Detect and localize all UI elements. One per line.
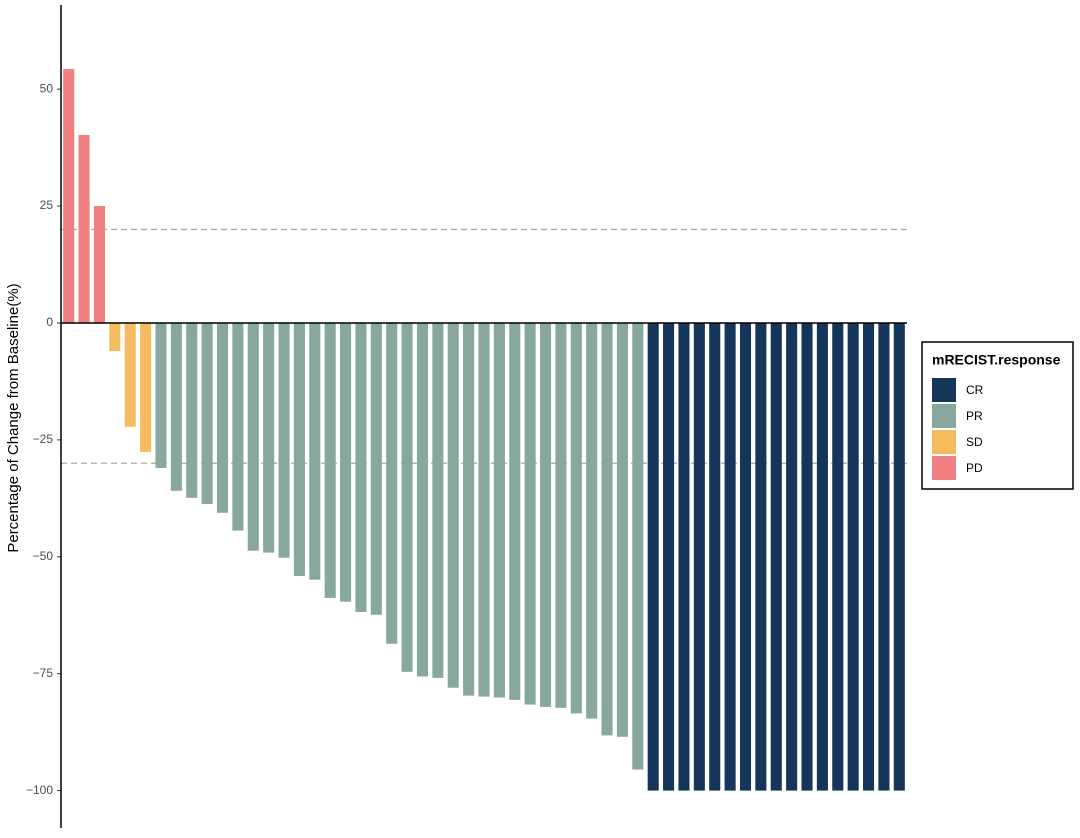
bar: [509, 322, 521, 700]
y-tick-label: −50: [33, 549, 54, 563]
bar: [324, 322, 336, 598]
bar: [693, 322, 705, 791]
bar: [124, 322, 136, 427]
bar: [447, 322, 459, 688]
bar: [401, 322, 413, 672]
bar: [216, 322, 229, 513]
legend-label: SD: [966, 435, 983, 449]
bar: [678, 322, 690, 791]
bar: [539, 322, 552, 707]
bar: [463, 322, 475, 696]
bar: [432, 322, 444, 678]
bar: [847, 322, 859, 791]
bar: [63, 69, 75, 323]
bar: [863, 322, 875, 791]
legend-label: PD: [966, 461, 983, 475]
y-tick-label: −100: [26, 783, 53, 797]
bar: [724, 322, 736, 791]
bar: [201, 322, 213, 504]
bar: [155, 322, 167, 468]
bar: [386, 322, 398, 644]
bar: [247, 322, 259, 551]
bar: [755, 322, 767, 791]
y-tick-label: −25: [33, 432, 54, 446]
legend-key: [932, 378, 956, 402]
legend-label: CR: [966, 383, 984, 397]
bar: [801, 322, 813, 791]
bar: [140, 322, 152, 453]
bar: [478, 322, 490, 697]
y-tick-label: 25: [40, 198, 54, 212]
bar: [340, 322, 352, 602]
bar: [416, 322, 429, 677]
bar: [309, 322, 321, 580]
legend-key: [932, 404, 956, 428]
bar: [632, 322, 644, 770]
bar: [647, 322, 659, 791]
bar: [555, 322, 567, 708]
bar: [832, 322, 844, 791]
bar: [355, 322, 367, 612]
bar: [786, 322, 798, 791]
bar: [293, 322, 305, 576]
bar: [524, 322, 536, 705]
bar: [109, 322, 121, 352]
legend-title: mRECIST.response: [932, 352, 1061, 368]
legend-key: [932, 430, 956, 454]
bar: [78, 134, 90, 323]
bar: [170, 322, 182, 491]
y-axis-label: Percentage of Change from Baseline(%): [5, 283, 22, 552]
bar: [601, 322, 613, 736]
bar: [739, 322, 752, 791]
bar: [709, 322, 721, 791]
bar: [616, 322, 628, 737]
bar: [93, 206, 105, 323]
legend-key: [932, 456, 956, 480]
bar: [232, 322, 244, 531]
y-tick-label: 50: [40, 81, 54, 95]
bar: [493, 322, 505, 698]
bar: [570, 322, 582, 714]
y-tick-label: −75: [33, 666, 54, 680]
bar: [370, 322, 382, 615]
bar: [186, 322, 198, 498]
bar: [663, 322, 675, 791]
bar: [263, 322, 275, 553]
legend-label: PR: [966, 409, 983, 423]
bar: [770, 322, 782, 791]
bar: [278, 322, 290, 558]
bar: [893, 322, 905, 791]
bar: [816, 322, 828, 791]
bar: [878, 322, 890, 791]
y-tick-label: 0: [46, 315, 53, 329]
bar: [586, 322, 598, 719]
